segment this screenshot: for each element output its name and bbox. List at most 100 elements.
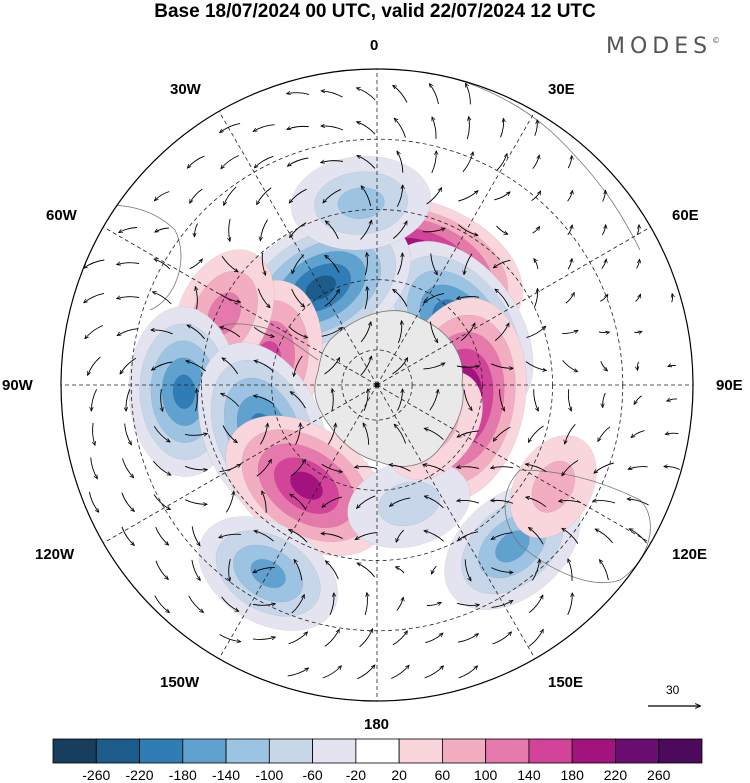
wind-vector [396,598,403,611]
wind-vector [491,500,514,504]
wind-vector [153,292,172,305]
wind-vector [153,460,170,475]
wind-vector [321,126,343,131]
wind-vector [360,322,371,343]
reference-vector-label: 30 [666,683,680,697]
map-field [61,69,693,701]
wind-vector [294,560,303,581]
wind-vector [154,595,169,613]
colorbar-swatch [225,738,270,764]
anomaly-band [337,187,385,219]
wind-vector [256,460,271,477]
wind-vector [291,392,306,409]
wind-vector [364,253,367,276]
colorbar-swatch [441,738,487,764]
wind-vector [196,389,198,412]
wind-vector [394,425,407,444]
wind-vector [529,595,542,614]
wind-vector [466,117,469,140]
wind-vector [458,666,478,679]
wind-vector [533,389,539,411]
wind-vector [321,328,342,337]
wind-vector [396,185,402,207]
wind-vector [567,389,571,410]
wind-vector [359,629,373,648]
wind-vector [393,290,408,307]
wind-vector [636,225,639,236]
colorbar-swatch [658,738,703,764]
wind-vector [155,560,168,579]
colorbar-tick-label: -220 [125,767,154,783]
wind-vector [528,630,543,647]
lon-label-0: 0 [370,37,379,54]
wind-vector [184,434,207,436]
wind-vector [326,221,339,240]
lon-label-30w: 30W [170,81,201,98]
colorbar-swatch [95,738,140,764]
wind-vector [84,292,105,302]
wind-vector [253,567,275,572]
wind-vector [185,499,207,505]
wind-vector [321,533,343,539]
wind-vector [257,288,270,308]
wind-vector [601,259,607,269]
wind-vector [254,124,275,132]
wind-vector [361,186,372,207]
wind-vector [121,492,134,511]
wind-vector [332,389,333,412]
wind-vector [153,494,170,510]
wind-vector [529,425,544,442]
wind-vector [532,155,539,169]
wind-vector [186,361,207,372]
wind-vector [424,292,445,302]
wind-vector [188,155,205,168]
wind-vector [601,225,605,236]
wind-vector [254,361,274,372]
wind-vector [321,161,344,163]
wind-vector [600,560,609,581]
wind-vector [291,288,305,307]
colorbar-tick-label: 260 [647,767,671,783]
modes-logo: MODES© [606,34,720,59]
wind-vector [262,491,267,513]
wind-vector [84,259,105,268]
wind-vector [326,561,339,580]
colorbar-swatch [615,738,660,764]
wind-vector [534,259,539,270]
wind-vector [393,86,408,103]
wind-vector [324,630,339,647]
wind-vector [325,256,340,273]
lon-label-180: 180 [364,716,390,733]
wind-vector [254,531,274,542]
brand-name: MODES [606,34,713,59]
copyright-mark: © [712,36,721,45]
wind-vector [598,332,609,333]
wind-vector [457,634,478,643]
wind-vector [119,227,138,233]
colorbar-swatch [355,738,400,764]
wind-vector [525,361,546,371]
wind-vector [466,84,471,105]
wind-vector [153,425,170,442]
wind-vector [85,325,104,339]
wind-vector [253,326,274,336]
wind-vector [363,389,368,411]
wind-vector [357,156,376,169]
colorbar-swatch [52,738,97,764]
wind-vector [602,191,606,202]
wind-vector [288,326,308,337]
wind-vector [357,563,375,578]
meridian-line [103,226,378,386]
meridian-line [376,384,536,659]
wind-vector [494,259,511,267]
map-boundary [60,68,694,702]
wind-vector [532,227,540,234]
wind-vector [187,325,205,340]
wind-vector [397,389,403,411]
wind-vector [456,366,479,367]
wind-vector [496,154,507,171]
wind-vector [593,501,616,504]
wind-vector [322,496,342,507]
wind-vector [430,84,439,105]
meridian-line [376,384,651,544]
